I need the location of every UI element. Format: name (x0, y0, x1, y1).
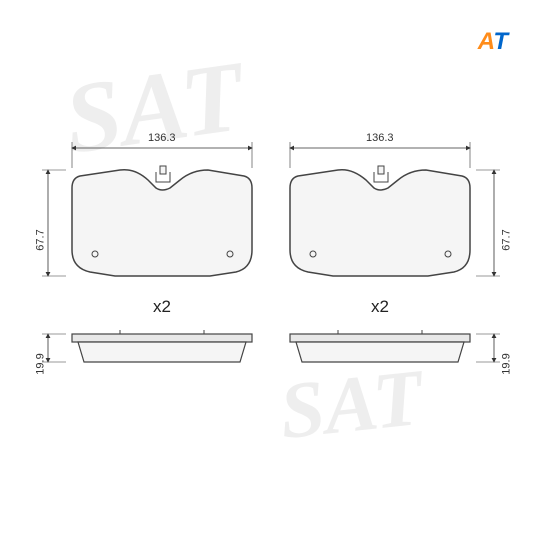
dim-height-right (476, 170, 500, 276)
dim-width-left-label: 136.3 (148, 132, 176, 144)
watermark: SAT (276, 353, 427, 458)
dim-thickness-right (476, 334, 500, 362)
pad-side-right (290, 330, 470, 362)
dim-height-left-label: 67.7 (35, 229, 47, 250)
pad-side-left (72, 330, 252, 362)
quantity-right: x2 (371, 297, 389, 317)
logo-letter-t: T (493, 28, 508, 55)
dim-height-left (42, 170, 66, 276)
drawing-svg (0, 0, 550, 550)
dim-height-right-label: 67.7 (501, 229, 513, 250)
pad-front-right (290, 166, 470, 276)
logo-letter-a: A (478, 28, 494, 55)
dim-width-left (72, 142, 252, 168)
dim-width-right-label: 136.3 (366, 132, 394, 144)
brand-logo: AT (478, 28, 508, 56)
quantity-left: x2 (153, 297, 171, 317)
dim-thickness-left-label: 19.9 (35, 353, 47, 374)
dim-thickness-right-label: 19.9 (501, 353, 513, 374)
pad-front-left (72, 166, 252, 276)
dim-width-right (290, 142, 470, 168)
watermark: SAT (58, 38, 250, 177)
drawing-canvas: SAT SAT AT (0, 0, 550, 550)
